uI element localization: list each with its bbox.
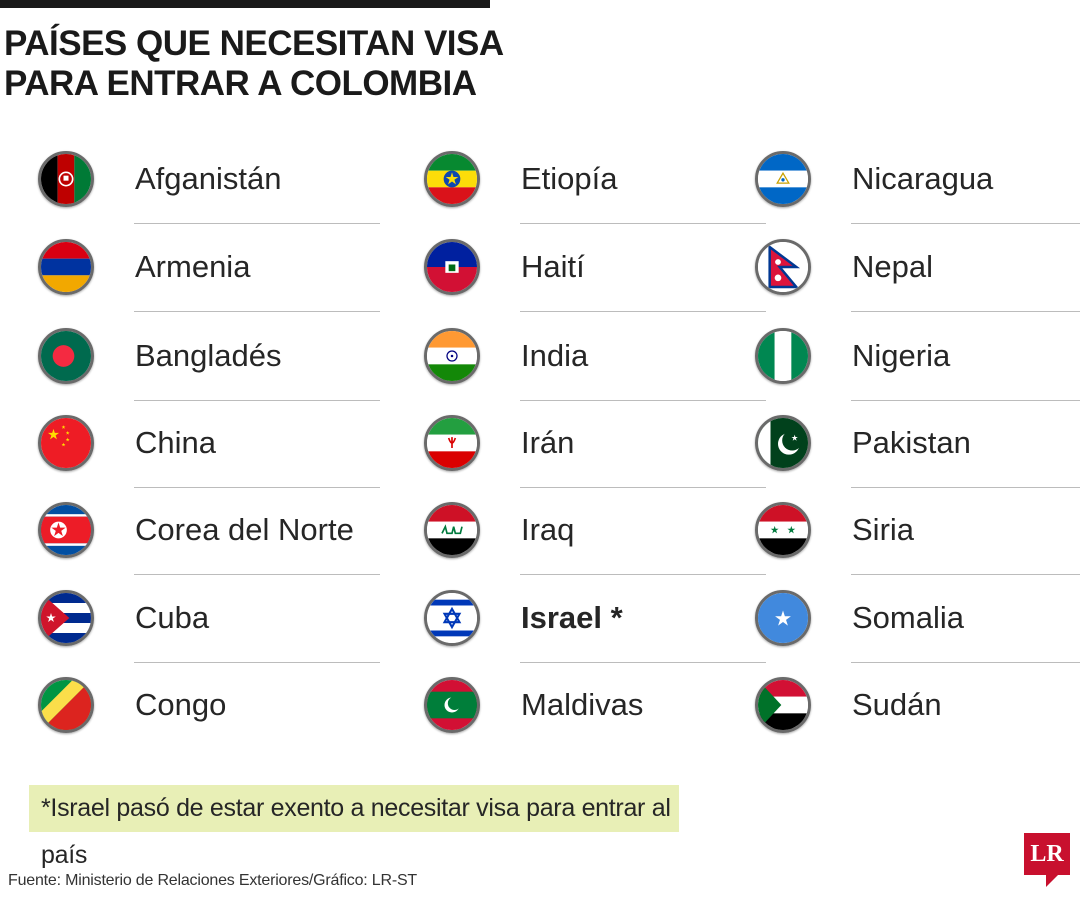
country-item: Armenia — [38, 237, 380, 312]
country-name: Armenia — [135, 249, 251, 284]
haiti-flag-icon — [424, 239, 480, 295]
row-divider — [851, 311, 1080, 312]
row-divider — [134, 662, 380, 663]
country-name: Pakistan — [852, 425, 971, 460]
country-name: Sudán — [852, 687, 942, 722]
iran-flag-icon — [424, 415, 480, 471]
country-item: Etiopía — [424, 149, 766, 224]
country-name: Nepal — [852, 249, 933, 284]
row-divider — [520, 574, 766, 575]
country-name: Israel * — [521, 600, 623, 635]
page-title: PAÍSES QUE NECESITAN VISA PARA ENTRAR A … — [4, 24, 504, 104]
row-divider — [134, 400, 380, 401]
row-divider — [851, 662, 1080, 663]
row-divider — [134, 311, 380, 312]
country-item: Congo — [38, 675, 378, 735]
country-name: Irán — [521, 425, 575, 460]
source-credit: Fuente: Ministerio de Relaciones Exterio… — [8, 872, 418, 889]
armenia-flag-icon — [38, 239, 94, 295]
pakistan-flag-icon — [755, 415, 811, 471]
lr-logo: LR — [1024, 833, 1070, 875]
country-item: Cuba — [38, 588, 380, 663]
north-korea-flag-icon — [38, 502, 94, 558]
india-flag-icon — [424, 328, 480, 384]
country-name: India — [521, 338, 589, 373]
row-divider — [520, 400, 766, 401]
top-rule — [0, 0, 490, 8]
country-item: Sudán — [755, 675, 1080, 735]
title-line-2: PARA ENTRAR A COLOMBIA — [4, 64, 477, 103]
country-name: Bangladés — [135, 338, 282, 373]
country-name: Afganistán — [135, 161, 282, 196]
country-name: Maldivas — [521, 687, 644, 722]
country-item: Haití — [424, 237, 766, 312]
nicaragua-flag-icon — [755, 151, 811, 207]
ethiopia-flag-icon — [424, 151, 480, 207]
country-name: Haití — [521, 249, 585, 284]
title-line-1: PAÍSES QUE NECESITAN VISA — [4, 24, 504, 63]
country-item: Pakistan — [755, 413, 1080, 488]
country-item: Afganistán — [38, 149, 380, 224]
sudan-flag-icon — [755, 677, 811, 733]
israel-flag-icon — [424, 590, 480, 646]
country-item: Siria — [755, 500, 1080, 575]
syria-flag-icon — [755, 502, 811, 558]
country-item: Maldivas — [424, 675, 764, 735]
country-name: Siria — [852, 512, 915, 547]
country-name: Iraq — [521, 512, 575, 547]
row-divider — [134, 487, 380, 488]
country-name: Etiopía — [521, 161, 618, 196]
country-name: Somalia — [852, 600, 964, 635]
congo-flag-icon — [38, 677, 94, 733]
row-divider — [851, 487, 1080, 488]
lr-logo-tail — [1046, 875, 1058, 887]
china-flag-icon — [38, 415, 94, 471]
row-divider — [520, 487, 766, 488]
row-divider — [851, 400, 1080, 401]
cuba-flag-icon — [38, 590, 94, 646]
country-item: India — [424, 326, 766, 401]
row-divider — [134, 223, 380, 224]
country-item: Nigeria — [755, 326, 1080, 401]
country-name: Cuba — [135, 600, 210, 635]
country-item: Somalia — [755, 588, 1080, 663]
footnote: *Israel pasó de estar exento a necesitar… — [29, 785, 679, 869]
country-item: Nepal — [755, 237, 1080, 312]
country-item: Corea del Norte — [38, 500, 380, 575]
nigeria-flag-icon — [755, 328, 811, 384]
country-name: China — [135, 425, 216, 460]
nepal-flag-icon — [755, 239, 811, 295]
country-name: Congo — [135, 687, 227, 722]
bangladesh-flag-icon — [38, 328, 94, 384]
row-divider — [851, 574, 1080, 575]
country-item: Iraq — [424, 500, 766, 575]
row-divider — [520, 662, 766, 663]
iraq-flag-icon — [424, 502, 480, 558]
row-divider — [520, 223, 766, 224]
country-item: Bangladés — [38, 326, 380, 401]
somalia-flag-icon — [755, 590, 811, 646]
country-name: Nigeria — [852, 338, 951, 373]
country-name: Corea del Norte — [135, 512, 354, 547]
row-divider — [520, 311, 766, 312]
country-item: Nicaragua — [755, 149, 1080, 224]
country-item: Israel * — [424, 588, 766, 663]
country-item: Irán — [424, 413, 766, 488]
row-divider — [851, 223, 1080, 224]
country-name: Nicaragua — [852, 161, 994, 196]
country-item: China — [38, 413, 380, 488]
afghanistan-flag-icon — [38, 151, 94, 207]
maldives-flag-icon — [424, 677, 480, 733]
row-divider — [134, 574, 380, 575]
